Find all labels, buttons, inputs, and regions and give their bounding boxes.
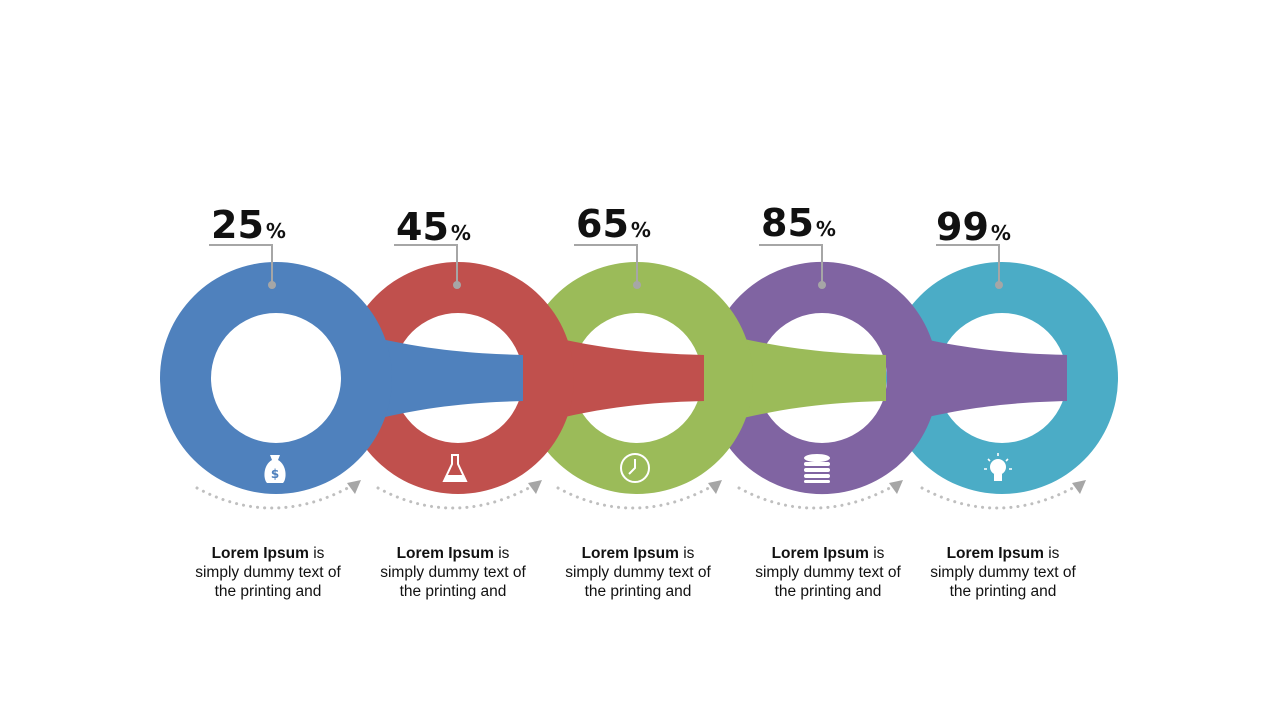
step-4-description-text: is simply dummy text of the printing and — [755, 545, 901, 600]
dotted-arc-5 — [920, 480, 1086, 510]
bridge-1-2 — [372, 337, 523, 420]
callout-1: 25% — [209, 203, 286, 289]
step-5-description-text: is simply dummy text of the printing and — [930, 545, 1076, 600]
step-5-description: Lorem Ipsum is simply dummy text of the … — [928, 544, 1078, 601]
percent-label-5: 99% — [936, 205, 1011, 249]
step-2-description-text: is simply dummy text of the printing and — [380, 545, 526, 600]
ring-4-band — [705, 261, 939, 495]
step-1-description: Lorem Ipsum is simply dummy text of the … — [193, 544, 343, 601]
callout-4: 85% — [759, 201, 836, 289]
dotted-arc-1 — [195, 480, 361, 510]
bridge-4-5 — [915, 337, 1067, 420]
money-bag-icon: $ — [264, 455, 286, 483]
callout-3: 65% — [574, 202, 651, 289]
percent-label-1: 25% — [211, 203, 286, 247]
step-2-description: Lorem Ipsum is simply dummy text of the … — [378, 544, 528, 601]
percent-label-4: 85% — [761, 201, 836, 245]
step-4-description: Lorem Ipsum is simply dummy text of the … — [753, 544, 903, 601]
callout-2: 45% — [394, 205, 471, 289]
callout-5: 99% — [936, 205, 1011, 289]
step-4-description-bold: Lorem Ipsum — [771, 545, 869, 562]
dotted-arc-4 — [737, 480, 903, 510]
flask-icon — [442, 454, 468, 482]
step-1-description-bold: Lorem Ipsum — [211, 545, 309, 562]
lightbulb-icon — [984, 453, 1012, 481]
svg-text:$: $ — [271, 467, 279, 481]
step-3-description: Lorem Ipsum is simply dummy text of the … — [563, 544, 713, 601]
dotted-arc-2 — [376, 480, 542, 510]
ring-3 — [521, 262, 753, 494]
ring-1-band — [160, 262, 392, 494]
step-2-description-bold: Lorem Ipsum — [396, 545, 494, 562]
bridge-2-3 — [552, 337, 704, 420]
ring-2 — [342, 262, 574, 494]
ring-2-band — [342, 262, 574, 494]
ring-1 — [160, 262, 392, 494]
ring-3-band — [521, 262, 753, 494]
coin-stack-icon — [804, 454, 830, 483]
dotted-arc-3 — [556, 480, 722, 510]
step-5-description-bold: Lorem Ipsum — [946, 545, 1044, 562]
bridge-3-4 — [735, 337, 886, 420]
ring-4 — [705, 261, 939, 495]
clock-icon — [620, 453, 650, 483]
ring-5-band — [886, 262, 1118, 494]
ring-5 — [886, 262, 1118, 494]
step-3-description-bold: Lorem Ipsum — [581, 545, 679, 562]
step-1-description-text: is simply dummy text of the printing and — [195, 545, 341, 600]
percent-label-3: 65% — [576, 202, 651, 246]
step-3-description-text: is simply dummy text of the printing and — [565, 545, 711, 600]
percent-label-2: 45% — [396, 205, 471, 249]
